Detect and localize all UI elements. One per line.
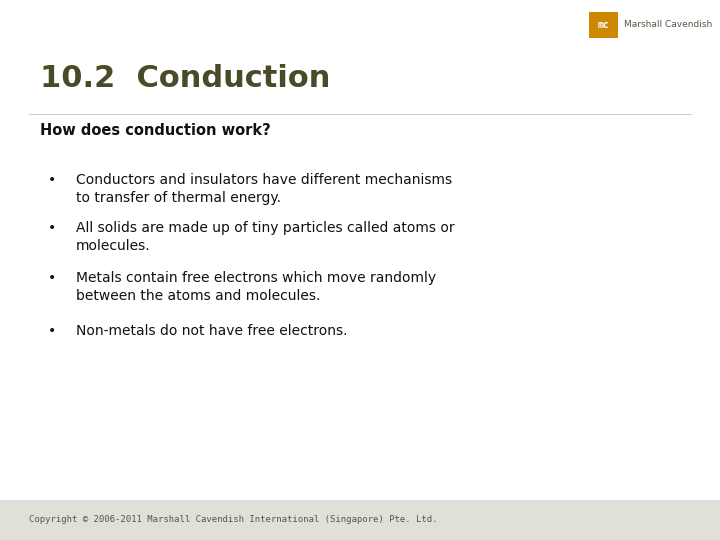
FancyBboxPatch shape <box>0 500 720 540</box>
FancyBboxPatch shape <box>589 12 618 38</box>
Text: Non-metals do not have free electrons.: Non-metals do not have free electrons. <box>76 324 347 338</box>
Text: How does conduction work?: How does conduction work? <box>40 123 270 138</box>
Text: •: • <box>48 324 56 338</box>
Text: Copyright © 2006-2011 Marshall Cavendish International (Singapore) Pte. Ltd.: Copyright © 2006-2011 Marshall Cavendish… <box>29 515 437 524</box>
Text: 10.2  Conduction: 10.2 Conduction <box>40 64 330 93</box>
Text: •: • <box>48 271 56 285</box>
Text: Conductors and insulators have different mechanisms
to transfer of thermal energ: Conductors and insulators have different… <box>76 173 451 205</box>
Text: •: • <box>48 173 56 187</box>
Text: •: • <box>48 221 56 235</box>
Text: Metals contain free electrons which move randomly
between the atoms and molecule: Metals contain free electrons which move… <box>76 271 436 303</box>
Text: Marshall Cavendish: Marshall Cavendish <box>624 21 712 29</box>
Text: All solids are made up of tiny particles called atoms or
molecules.: All solids are made up of tiny particles… <box>76 221 454 253</box>
Text: mc: mc <box>598 20 609 30</box>
